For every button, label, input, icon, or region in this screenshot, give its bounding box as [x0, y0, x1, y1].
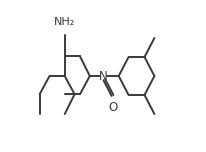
Text: O: O: [108, 101, 117, 114]
Text: NH₂: NH₂: [54, 17, 75, 27]
Text: N: N: [99, 69, 107, 83]
